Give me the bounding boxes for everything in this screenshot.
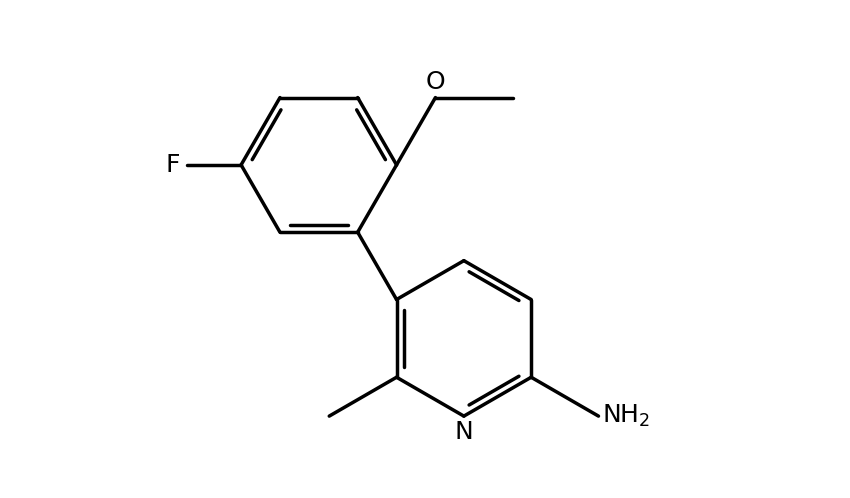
Text: N: N — [455, 420, 473, 444]
Text: O: O — [426, 70, 445, 94]
Text: F: F — [166, 153, 180, 177]
Text: NH$_2$: NH$_2$ — [603, 403, 650, 429]
